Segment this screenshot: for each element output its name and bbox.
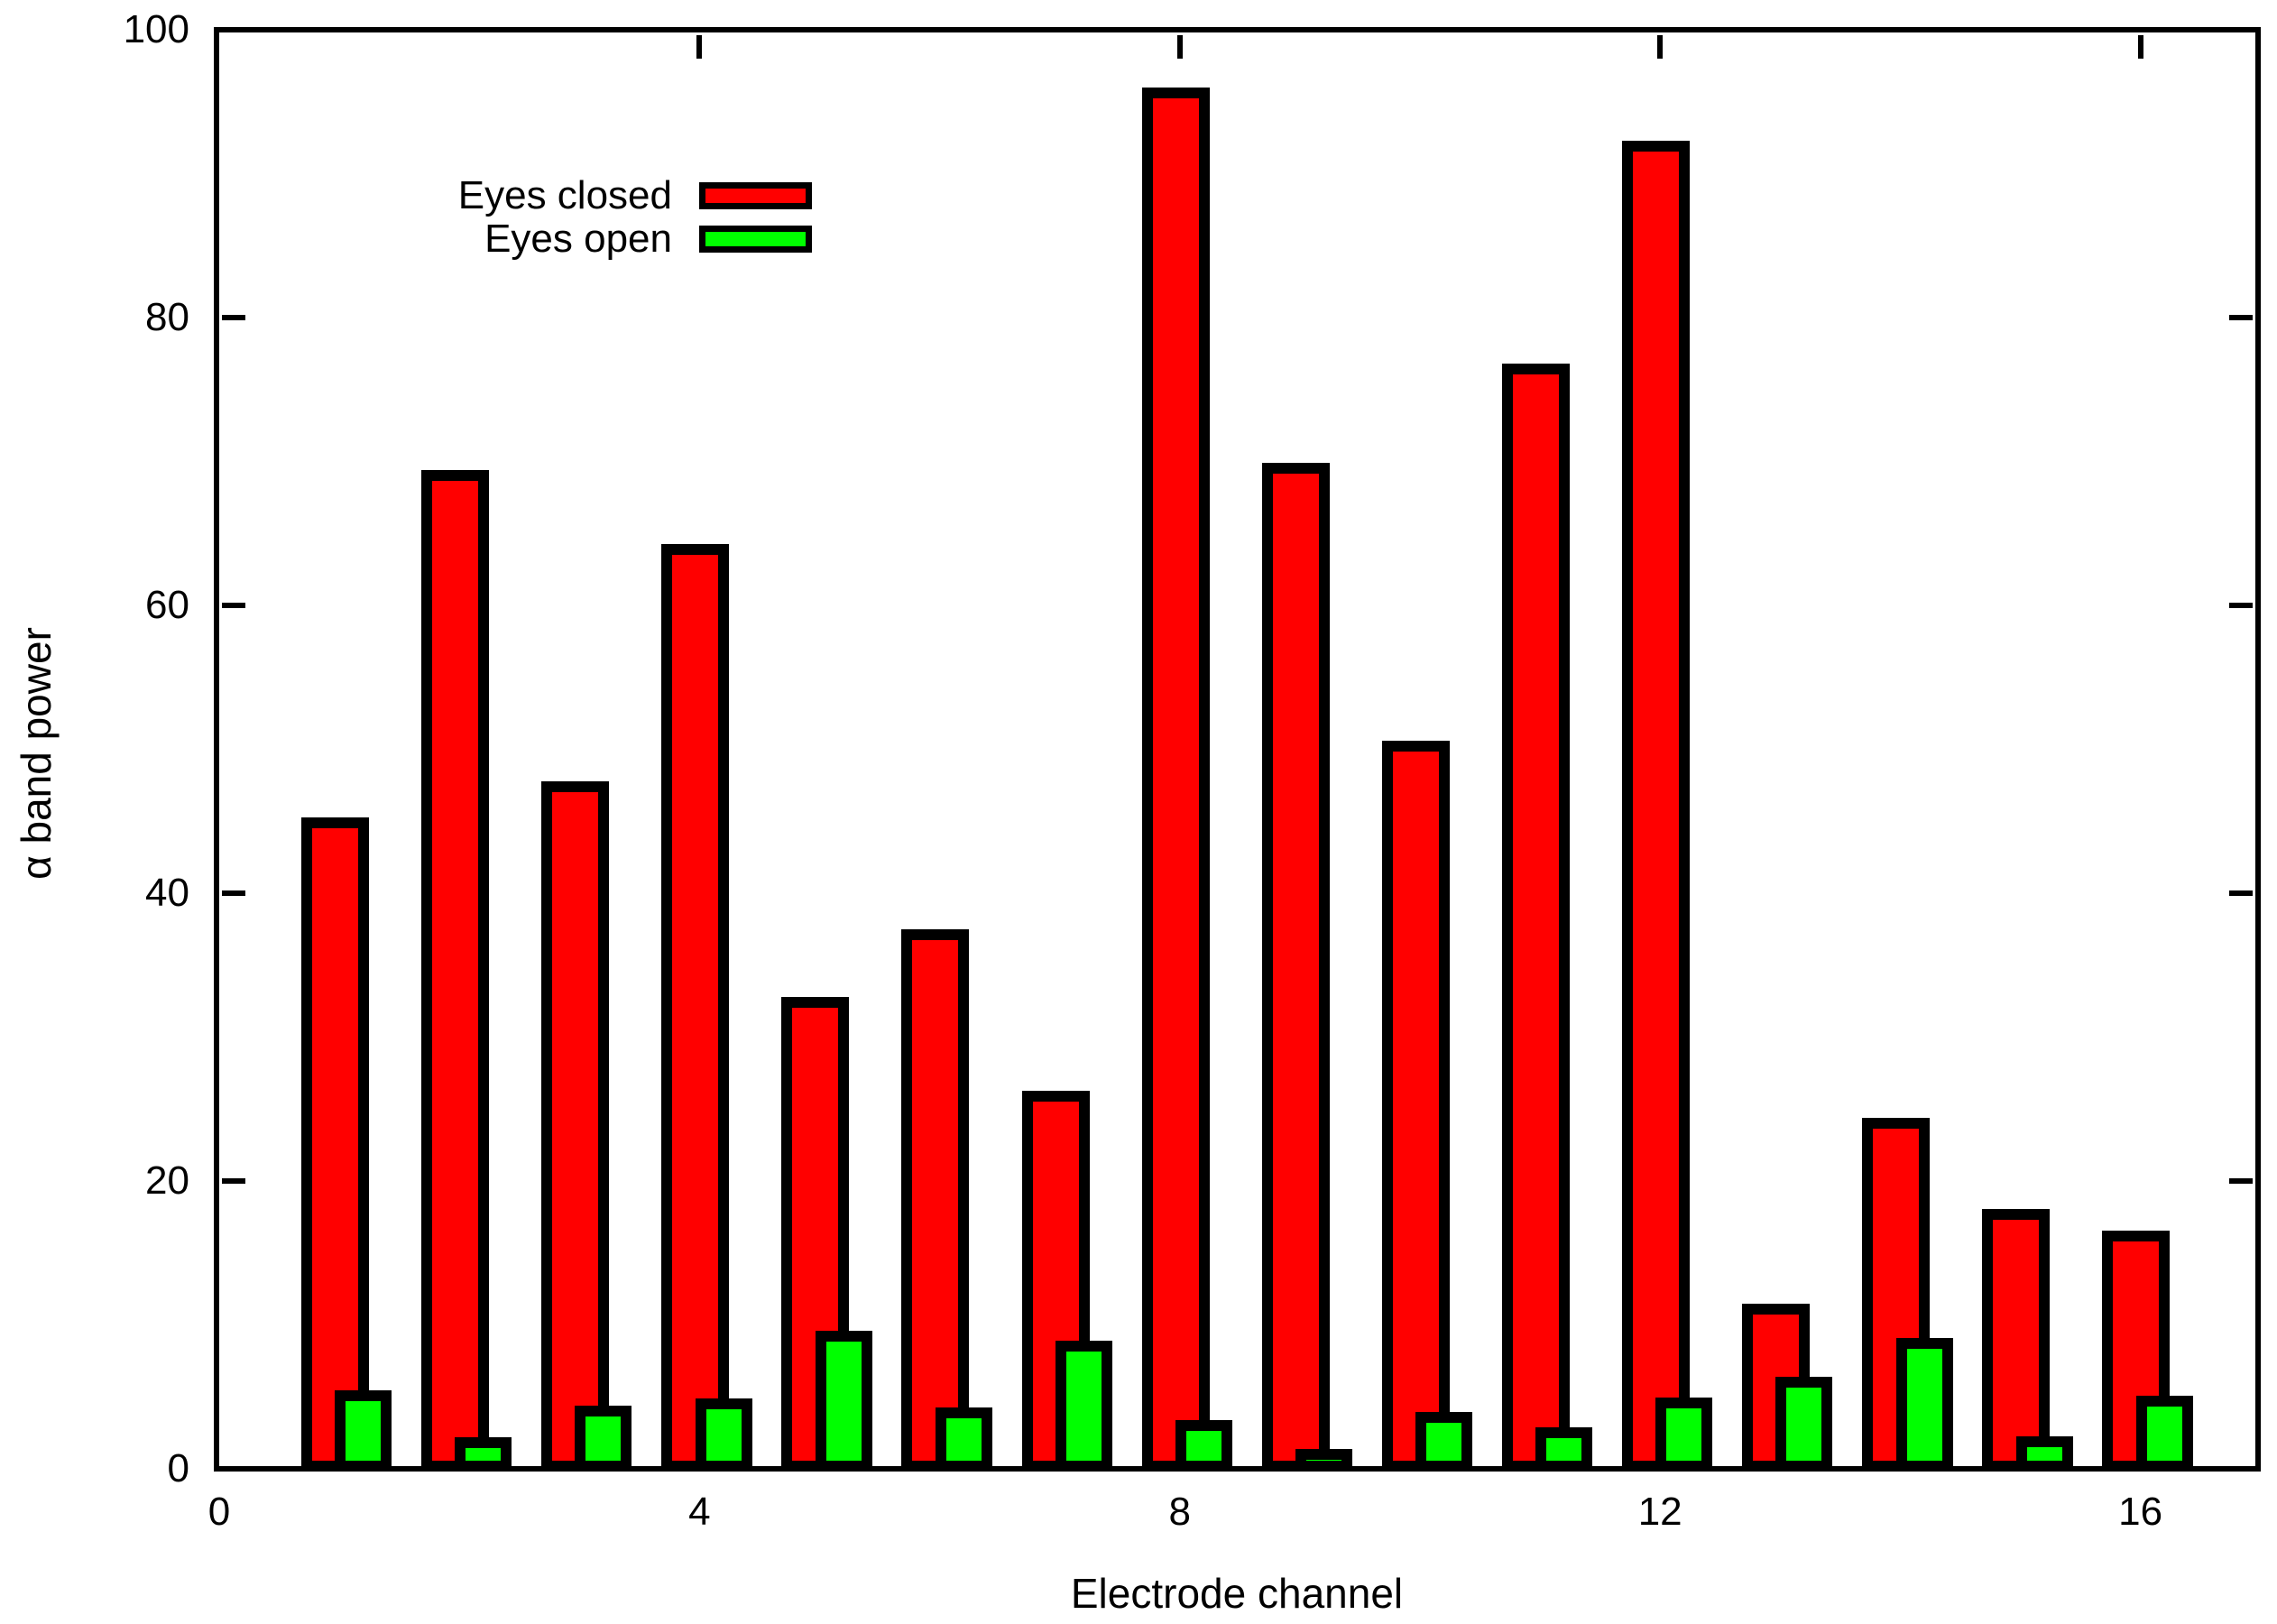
bar-eyes-open-ch11 — [1535, 1427, 1593, 1472]
bar-eyes-open-ch6 — [935, 1407, 992, 1472]
y-tick-right-80 — [2229, 315, 2253, 320]
bar-eyes-open-ch12 — [1655, 1397, 1713, 1472]
bar-eyes-open-ch13 — [1775, 1377, 1833, 1472]
y-axis-title: α band power — [13, 627, 60, 880]
y-tick-right-20 — [2229, 1178, 2253, 1184]
bar-eyes-closed-ch6 — [901, 929, 970, 1472]
x-tick-label-0: 0 — [207, 1490, 231, 1534]
y-tick-left-40 — [222, 890, 245, 896]
bar-eyes-closed-ch15 — [1982, 1208, 2051, 1472]
bar-eyes-open-ch1 — [335, 1389, 392, 1472]
y-tick-label-80: 80 — [145, 295, 189, 339]
y-tick-label-20: 20 — [145, 1158, 189, 1203]
y-tick-left-20 — [222, 1178, 245, 1184]
x-axis-title: Electrode channel — [1070, 1570, 1404, 1617]
bar-eyes-open-ch3 — [575, 1406, 632, 1472]
legend-label-eyes-open: Eyes open — [484, 217, 672, 261]
bar-eyes-open-ch7 — [1055, 1341, 1112, 1472]
x-tick-top-16 — [2137, 35, 2143, 59]
bar-eyes-closed-ch9 — [1261, 463, 1330, 1472]
bar-eyes-open-ch10 — [1415, 1411, 1473, 1472]
bar-eyes-closed-ch10 — [1381, 741, 1450, 1472]
x-tick-top-12 — [1657, 35, 1664, 59]
bar-eyes-open-ch5 — [815, 1331, 872, 1472]
y-tick-right-40 — [2229, 890, 2253, 896]
bar-eyes-closed-ch12 — [1622, 141, 1691, 1472]
legend-swatch-eyes-open — [699, 226, 812, 253]
bar-eyes-closed-ch4 — [661, 543, 730, 1472]
y-tick-label-40: 40 — [145, 871, 189, 915]
y-tick-left-60 — [222, 603, 245, 608]
y-tick-right-60 — [2229, 603, 2253, 608]
y-tick-left-80 — [222, 315, 245, 320]
x-tick-label-8: 8 — [1168, 1490, 1192, 1534]
bar-eyes-open-ch2 — [455, 1437, 512, 1472]
y-tick-label-60: 60 — [145, 583, 189, 627]
legend-label-eyes-closed: Eyes closed — [457, 173, 672, 217]
bar-eyes-closed-ch1 — [300, 817, 369, 1472]
bar-eyes-open-ch15 — [2015, 1435, 2073, 1472]
x-tick-label-12: 12 — [1637, 1490, 1682, 1534]
bar-eyes-closed-ch2 — [421, 470, 490, 1472]
y-tick-label-100: 100 — [123, 7, 189, 51]
bar-eyes-closed-ch11 — [1501, 364, 1570, 1472]
x-tick-top-8 — [1176, 35, 1183, 59]
bar-eyes-open-ch9 — [1295, 1449, 1353, 1472]
plot-area-border — [214, 27, 2261, 1472]
y-tick-label-0: 0 — [167, 1446, 189, 1490]
bar-eyes-open-ch16 — [2135, 1396, 2193, 1472]
x-tick-label-4: 4 — [688, 1490, 711, 1534]
bar-eyes-open-ch8 — [1175, 1420, 1232, 1472]
x-tick-top-4 — [696, 35, 703, 59]
x-tick-label-16: 16 — [2118, 1490, 2163, 1534]
bar-eyes-open-ch4 — [695, 1398, 752, 1472]
bar-eyes-closed-ch3 — [541, 780, 610, 1472]
legend-swatch-eyes-closed — [699, 182, 812, 209]
bar-eyes-closed-ch8 — [1141, 88, 1210, 1472]
bar-eyes-open-ch14 — [1895, 1338, 1953, 1472]
